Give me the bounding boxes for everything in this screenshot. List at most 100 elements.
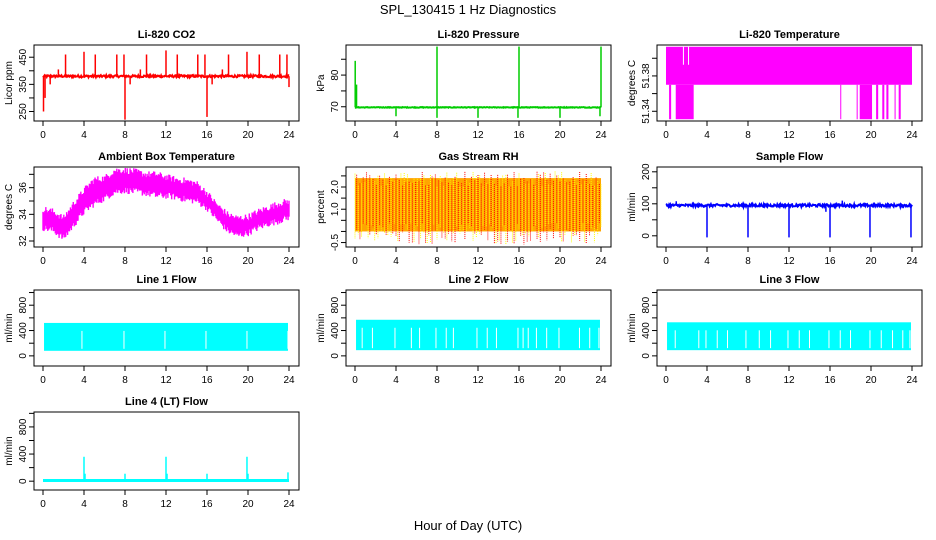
low-segment: [894, 84, 896, 120]
y-tick-label: 450: [18, 48, 29, 65]
y-tick-label: 400: [330, 322, 341, 339]
x-tick-label: 0: [40, 499, 46, 510]
x-tick-label: 20: [865, 130, 877, 141]
y-tick-label: 32: [18, 235, 29, 247]
series-line: [354, 105, 602, 110]
x-tick-label: 24: [283, 130, 295, 141]
panel-title: Line 2 Flow: [449, 274, 509, 286]
series-band: [667, 322, 911, 351]
x-tick-label: 16: [513, 375, 525, 386]
y-tick-label: 800: [641, 296, 652, 313]
panel-li-820-temperature: Li-820 Temperature 0 4 8 12 16 20 24 51.34 51.38d…: [627, 29, 923, 141]
x-tick-label: 4: [393, 375, 399, 386]
y-tick-label: 0: [641, 353, 652, 359]
y-tick-label: 51.38: [641, 63, 652, 88]
y-axis-label: percent: [316, 190, 327, 224]
y-tick-label: 0: [641, 233, 652, 239]
data-series: [354, 171, 602, 245]
y-tick-label: 0: [330, 353, 341, 359]
x-tick-label: 4: [704, 375, 710, 386]
y-axis-label: ml/min: [627, 313, 638, 342]
series-band: [44, 322, 288, 351]
y-axis-label: ml/min: [4, 436, 15, 465]
panel-ambient-box-temperature: Ambient Box Temperature 0 4 8 12 16 20 24 32 34 36…: [4, 151, 300, 267]
x-axis: 0 4 8 12 16 20 24: [40, 121, 295, 141]
x-tick-label: 8: [122, 130, 128, 141]
x-tick-label: 0: [352, 130, 358, 141]
x-tick-label: 0: [352, 256, 358, 267]
x-tick-label: 4: [81, 256, 87, 267]
x-tick-label: 16: [824, 130, 836, 141]
low-segment: [856, 84, 858, 120]
data-series: [44, 322, 289, 351]
data-series: [43, 456, 289, 482]
x-tick-label: 16: [824, 256, 836, 267]
x-tick-label: 16: [513, 256, 525, 267]
panel-title: Li-820 Temperature: [739, 29, 840, 41]
data-series: [666, 46, 912, 120]
y-tick-label: 70: [330, 101, 341, 113]
x-tick-label: 20: [242, 499, 254, 510]
low-segment: [882, 84, 885, 120]
x-axis: 0 4 8 12 16 20 24: [352, 366, 607, 386]
low-segment: [669, 84, 672, 120]
y-tick-label: 0: [18, 353, 29, 359]
x-tick-label: 4: [81, 375, 87, 386]
low-segment: [840, 84, 842, 120]
data-series: [354, 46, 602, 118]
x-tick-label: 20: [242, 375, 254, 386]
y-tick-label: 100: [641, 195, 652, 212]
panel-title: Gas Stream RH: [438, 151, 518, 163]
x-tick-label: 0: [352, 375, 358, 386]
low-segment: [886, 84, 889, 120]
y-tick-label: 800: [18, 296, 29, 313]
x-tick-label: 8: [122, 499, 128, 510]
x-tick-label: 12: [783, 375, 795, 386]
x-tick-label: 8: [745, 256, 751, 267]
x-tick-label: 4: [704, 130, 710, 141]
y-axis-label: ml/min: [627, 192, 638, 221]
x-tick-label: 0: [40, 256, 46, 267]
x-tick-label: 24: [906, 130, 918, 141]
x-tick-label: 8: [434, 256, 440, 267]
data-series: [42, 50, 290, 120]
x-tick-label: 12: [472, 130, 484, 141]
y-tick-label: 200: [641, 163, 652, 180]
x-tick-label: 16: [201, 256, 213, 267]
y-tick-label: 400: [641, 322, 652, 339]
x-tick-label: 20: [865, 256, 877, 267]
x-tick-label: 12: [783, 256, 795, 267]
x-tick-label: 8: [745, 375, 751, 386]
x-tick-label: 20: [554, 375, 566, 386]
x-tick-label: 20: [554, 256, 566, 267]
y-axis-label: ml/min: [316, 313, 327, 342]
y-tick-label: 800: [18, 418, 29, 435]
panel-gas-stream-rh: Gas Stream RH 0 4 8 12 16 20 24 -0.5 1.0 2.0percen…: [316, 151, 612, 267]
x-tick-label: 24: [595, 375, 607, 386]
x-axis: 0 4 8 12 16 20 24: [40, 366, 295, 386]
panel-title: Sample Flow: [756, 151, 824, 163]
x-tick-label: 12: [472, 256, 484, 267]
x-tick-label: 8: [434, 375, 440, 386]
x-tick-label: 12: [472, 375, 484, 386]
x-axis: 0 4 8 12 16 20 24: [40, 490, 295, 510]
y-tick-label: 51.34: [641, 98, 652, 123]
y-tick-label: 400: [18, 322, 29, 339]
x-tick-label: 16: [513, 130, 525, 141]
x-tick-label: 16: [201, 499, 213, 510]
data-series: [356, 319, 600, 351]
y-tick-label: 400: [18, 445, 29, 462]
x-tick-label: 4: [393, 256, 399, 267]
y-axis-label: degrees C: [627, 60, 638, 106]
y-tick-label: 36: [18, 182, 29, 194]
data-series: [667, 322, 911, 351]
x-tick-label: 12: [160, 499, 172, 510]
x-tick-label: 24: [595, 130, 607, 141]
